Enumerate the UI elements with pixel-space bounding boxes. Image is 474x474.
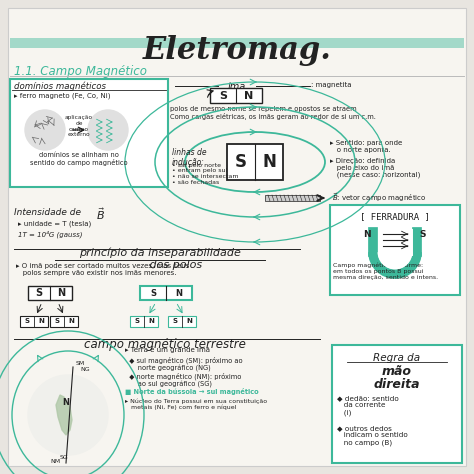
Text: N: N: [175, 289, 182, 298]
Polygon shape: [56, 395, 72, 435]
Text: $\vec{B}$: $\vec{B}$: [96, 206, 105, 222]
Text: imã: imã: [228, 82, 246, 92]
Text: S: S: [36, 288, 43, 298]
Circle shape: [25, 110, 65, 150]
Text: N: N: [363, 229, 371, 238]
Text: ◆ norte magnético (NM): próximo
      ao sul geográfico (SG): ◆ norte magnético (NM): próximo ao sul g…: [125, 372, 241, 388]
Text: NG: NG: [80, 367, 90, 372]
FancyBboxPatch shape: [10, 79, 168, 187]
FancyBboxPatch shape: [130, 316, 158, 327]
Text: ▸ Direção: definida
   pelo eixo do imã
   (nesse caso: horizontal): ▸ Direção: definida pelo eixo do imã (ne…: [330, 158, 420, 179]
Text: N: N: [262, 153, 276, 171]
Text: Eletromag.: Eletromag.: [143, 35, 331, 65]
Text: Campo magnético uniforme:
em todos os pontos B possui
mesma direção, sentido e i: Campo magnético uniforme: em todos os po…: [333, 263, 438, 280]
Text: direita: direita: [374, 378, 420, 391]
Text: 1.1. Campo Magnético: 1.1. Campo Magnético: [14, 65, 147, 78]
Text: : magnetita: : magnetita: [311, 82, 352, 88]
Text: polos de mesmo nome se repelem e opostos se atraem: polos de mesmo nome se repelem e opostos…: [170, 106, 356, 112]
Text: ▸ Sentido: para onde
   o norte aponta.: ▸ Sentido: para onde o norte aponta.: [330, 140, 402, 153]
Text: SG: SG: [60, 455, 69, 460]
Text: S: S: [235, 153, 247, 171]
Text: N: N: [245, 91, 254, 100]
Text: S: S: [135, 318, 139, 324]
FancyBboxPatch shape: [10, 38, 464, 48]
FancyBboxPatch shape: [8, 8, 466, 466]
Text: S: S: [219, 91, 227, 100]
Text: ▸ ferro magneto (Fe, Co, Ni): ▸ ferro magneto (Fe, Co, Ni): [14, 92, 110, 99]
Text: S: S: [55, 318, 60, 324]
FancyBboxPatch shape: [28, 286, 72, 300]
Circle shape: [28, 375, 108, 455]
Text: N: N: [57, 288, 65, 298]
Text: domínios se alinham no
sentido do campo magnético: domínios se alinham no sentido do campo …: [30, 152, 128, 166]
Text: ◆ outros dedos
   indicam o sentido
   no campo (B): ◆ outros dedos indicam o sentido no camp…: [337, 425, 408, 446]
Text: campo magnético terrestre: campo magnético terrestre: [84, 338, 246, 351]
FancyBboxPatch shape: [140, 286, 192, 300]
FancyBboxPatch shape: [265, 195, 320, 201]
Circle shape: [88, 110, 128, 150]
Text: ▸ Núcleo do Terra possui em sua constituição
   metais (Ni, Fe) com ferro e níqu: ▸ Núcleo do Terra possui em sua constitu…: [125, 398, 267, 410]
FancyBboxPatch shape: [210, 88, 262, 103]
FancyBboxPatch shape: [330, 205, 460, 295]
Text: $\vec{B}$: vetor campo magnético: $\vec{B}$: vetor campo magnético: [332, 192, 427, 204]
Text: domínios magnéticos: domínios magnéticos: [14, 81, 106, 91]
Text: N: N: [68, 318, 74, 324]
Text: N: N: [62, 398, 69, 407]
Text: Regra da: Regra da: [374, 353, 420, 363]
Text: [ FERRADURA ]: [ FERRADURA ]: [360, 212, 430, 221]
Text: princípio da inseparabilidade
         dos polos: princípio da inseparabilidade dos polos: [79, 248, 241, 270]
Text: Intensidade de: Intensidade de: [14, 208, 84, 217]
FancyBboxPatch shape: [227, 144, 283, 180]
Text: NM: NM: [50, 459, 60, 464]
Text: ▸ Terra é um grande imã: ▸ Terra é um grande imã: [125, 346, 210, 353]
Text: N: N: [186, 318, 192, 324]
Text: ◆ dedão: sentido
   da corrente
   (i): ◆ dedão: sentido da corrente (i): [337, 395, 399, 416]
Text: ◆ sul magnético (SM): próximo ao
      norte geográfico (NG): ◆ sul magnético (SM): próximo ao norte g…: [125, 356, 243, 372]
Text: ▸ unidade = T (tesla): ▸ unidade = T (tesla): [18, 220, 91, 227]
Text: S: S: [150, 289, 156, 298]
Text: • saí pelo norte
• entram pelo sul
• não se intersectam
• são fechadas: • saí pelo norte • entram pelo sul • não…: [172, 162, 238, 185]
Text: aplicação
de
campo
externo: aplicação de campo externo: [65, 115, 93, 137]
FancyBboxPatch shape: [20, 316, 48, 327]
Text: N: N: [148, 318, 154, 324]
Text: S: S: [173, 318, 177, 324]
Text: 1T = 10⁴G (gauss): 1T = 10⁴G (gauss): [18, 230, 82, 237]
FancyBboxPatch shape: [168, 316, 196, 327]
Text: ▸ O imã pode ser cortado muitos vezes, mas seus
   polos sempre vão existir nos : ▸ O imã pode ser cortado muitos vezes, m…: [16, 263, 190, 276]
Text: SM: SM: [76, 361, 85, 366]
FancyBboxPatch shape: [332, 345, 462, 463]
Text: S: S: [25, 318, 29, 324]
Text: N: N: [38, 318, 44, 324]
Text: ■ Norte da bússola → sul magnético: ■ Norte da bússola → sul magnético: [125, 388, 259, 395]
Text: Como cargas elétricas, os imãs geram ao redor de si um c.m.: Como cargas elétricas, os imãs geram ao …: [170, 113, 376, 120]
Text: S: S: [420, 229, 426, 238]
FancyBboxPatch shape: [50, 316, 78, 327]
Text: linhas de
indução:: linhas de indução:: [172, 148, 207, 167]
Text: mão: mão: [382, 365, 412, 378]
